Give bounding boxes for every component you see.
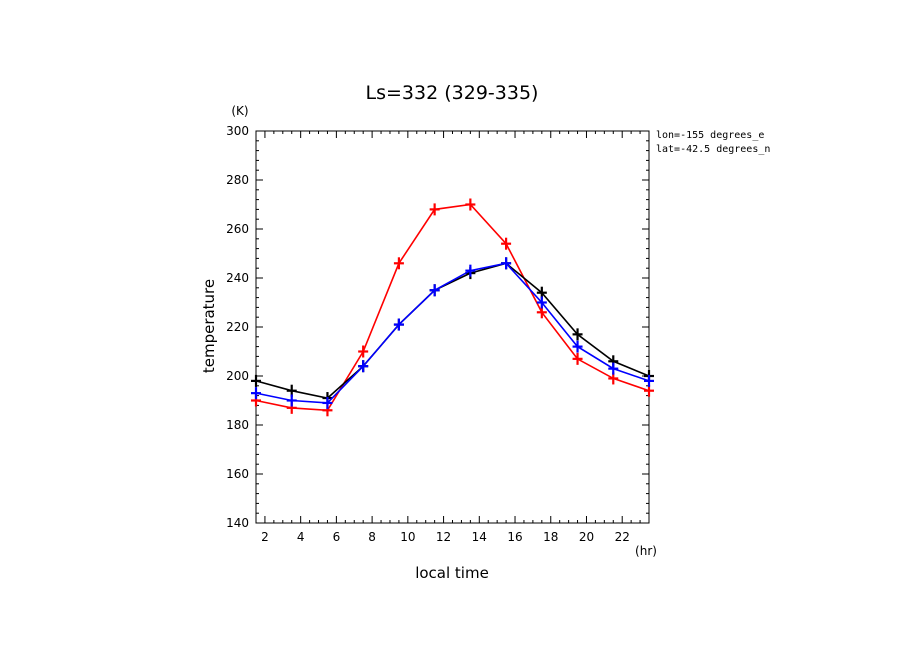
y-tick-label: 260 <box>226 222 249 236</box>
x-unit-label: (hr) <box>635 544 657 558</box>
annotation-lon: lon=-155 degrees_e <box>656 130 764 141</box>
y-unit-label: (K) <box>231 104 248 118</box>
chart-title: Ls=332 (329-335) <box>366 82 539 104</box>
x-tick-label: 10 <box>400 530 415 544</box>
series-line-1 <box>255 262 650 399</box>
series-line-2 <box>255 262 650 404</box>
x-tick-label: 6 <box>333 530 341 544</box>
plot-area: 140 160 180 200 220 240 260 280 300 2 4 6 8 10 12 14 16 1… <box>226 124 654 544</box>
annotation-lat: lat=-42.5 degrees_n <box>656 144 770 155</box>
x-tick-label: 22 <box>615 530 630 544</box>
y-tick-label: 280 <box>226 173 249 187</box>
series-line-0 <box>255 203 650 412</box>
y-tick-label: 220 <box>226 320 249 334</box>
plot-frame <box>255 130 650 524</box>
x-tick-label: 18 <box>543 530 558 544</box>
x-tick-label: 14 <box>472 530 487 544</box>
y-tick-label: 300 <box>226 124 249 138</box>
y-tick-label: 140 <box>226 516 249 530</box>
y-tick-label: 200 <box>226 369 249 383</box>
x-axis-label: local time <box>415 564 489 582</box>
x-tick-label: 20 <box>579 530 594 544</box>
y-axis-label: temperature <box>200 279 218 373</box>
x-tick-label: 16 <box>507 530 522 544</box>
y-tick-label: 160 <box>226 467 249 481</box>
y-tick-label: 180 <box>226 418 249 432</box>
x-tick-label: 4 <box>297 530 305 544</box>
x-tick-label: 8 <box>368 530 376 544</box>
y-tick-label: 240 <box>226 271 249 285</box>
x-tick-label: 12 <box>436 530 451 544</box>
x-tick-label: 2 <box>261 530 269 544</box>
